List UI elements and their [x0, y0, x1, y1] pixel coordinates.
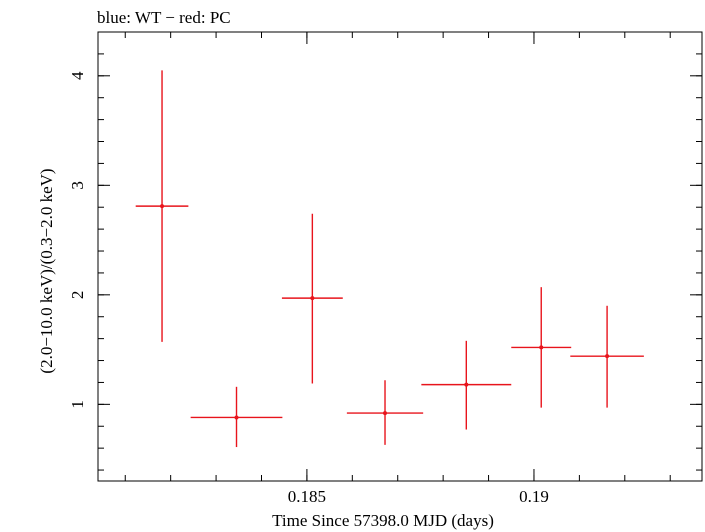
data-marker [383, 411, 388, 416]
data-marker [234, 415, 239, 420]
y-tick-label: 2 [68, 291, 87, 300]
data-marker [160, 204, 165, 209]
y-tick-label: 4 [68, 71, 87, 80]
x-axis-label: Time Since 57398.0 MJD (days) [272, 511, 494, 530]
y-tick-label: 1 [68, 400, 87, 409]
x-tick-label: 0.19 [519, 487, 549, 506]
data-marker [605, 354, 610, 359]
data-point [190, 386, 283, 448]
data-marker [539, 345, 544, 350]
data-point [511, 287, 572, 408]
data-point [281, 213, 343, 384]
plot-frame [97, 31, 703, 482]
x-tick-label: 0.185 [288, 487, 326, 506]
data-point [421, 340, 512, 430]
data-point [346, 380, 424, 445]
y-tick-label: 3 [68, 181, 87, 190]
data-point [570, 305, 644, 408]
data-marker [310, 296, 315, 301]
axis-ticks [98, 31, 702, 481]
data-point [135, 70, 189, 342]
data-marker [464, 382, 469, 387]
data-points [135, 70, 644, 448]
chart-title: blue: WT − red: PC [97, 8, 231, 27]
axis-tick-labels: 0.185 0.19 1 2 3 4 [68, 71, 549, 506]
y-axis-label: (2.0−10.0 keV)/(0.3−2.0 keV) [37, 168, 56, 373]
